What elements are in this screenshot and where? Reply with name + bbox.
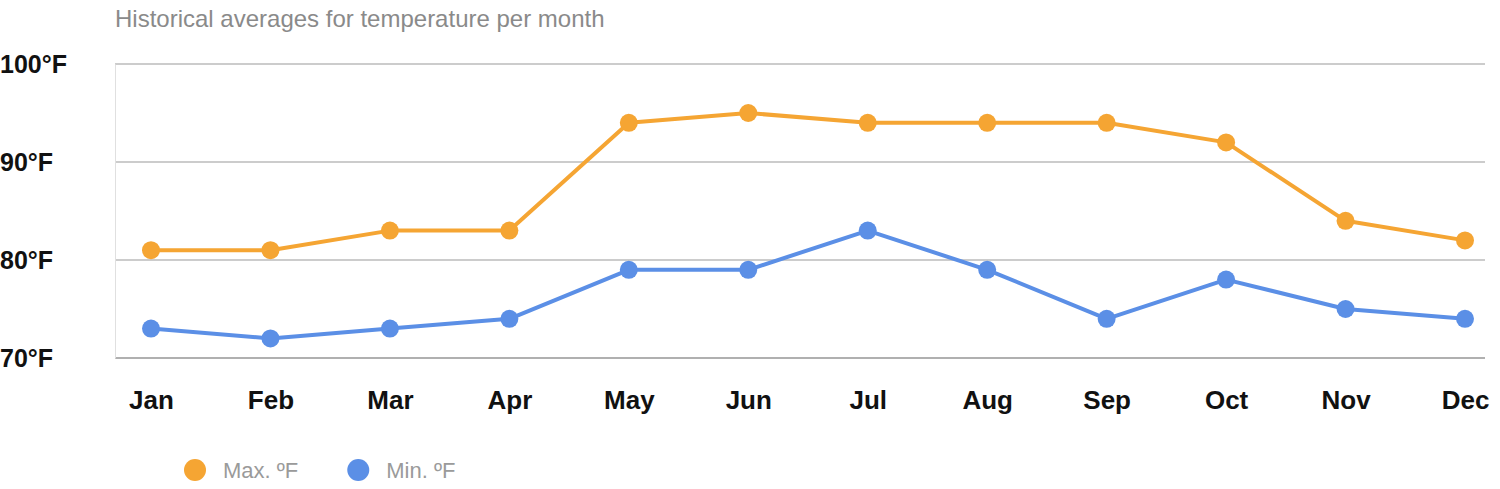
legend: Max. ºF Min. ºF xyxy=(184,458,455,483)
title: Historical averages for temperature per … xyxy=(115,5,605,32)
x-tick: Feb xyxy=(248,358,294,415)
series-point xyxy=(739,261,757,279)
series-point xyxy=(142,320,160,338)
x-tick: Dec xyxy=(1442,358,1490,415)
series-point xyxy=(1217,271,1235,289)
x-tick-label: Oct xyxy=(1205,385,1249,415)
y-tick-label: 70°F xyxy=(0,344,53,372)
x-tick: May xyxy=(604,358,655,415)
series-point xyxy=(739,104,757,122)
x-tick: Jun xyxy=(726,358,772,415)
x-tick-label: Feb xyxy=(248,385,294,415)
legend-label: Min. ºF xyxy=(386,458,455,483)
grid-line xyxy=(115,259,1485,261)
x-tick: Jan xyxy=(129,358,174,415)
x-tick: Apr xyxy=(487,358,532,415)
series-point xyxy=(261,241,279,259)
x-tick-label: Jul xyxy=(849,385,887,415)
legend-label: Max. ºF xyxy=(223,458,298,483)
x-tick-label: Jan xyxy=(129,385,174,415)
grid-line xyxy=(115,357,1485,359)
series-point xyxy=(1217,133,1235,151)
x-tick-label: Sep xyxy=(1083,385,1131,415)
legend-marker xyxy=(347,459,369,481)
x-tick-label: Jun xyxy=(726,385,772,415)
series-point xyxy=(500,222,518,240)
x-axis-line xyxy=(152,358,1466,359)
y-tick: 100°F xyxy=(0,50,115,78)
series-point xyxy=(1337,300,1355,318)
series-point xyxy=(500,310,518,328)
grid-line xyxy=(115,161,1485,163)
series-line xyxy=(151,113,1465,250)
series-point xyxy=(859,222,877,240)
series-point xyxy=(381,320,399,338)
series-point xyxy=(620,261,638,279)
x-tick-label: Mar xyxy=(367,385,413,415)
grid-line xyxy=(115,63,1485,65)
chart: Historical averages for temperature per … xyxy=(0,0,1500,489)
x-tick-label: Nov xyxy=(1321,385,1371,415)
x-tick-label: Aug xyxy=(962,385,1013,415)
y-axis: 70°F 80°F 90°F 100°F xyxy=(0,50,116,372)
x-tick-label: Apr xyxy=(487,385,532,415)
series-point xyxy=(978,114,996,132)
x-tick: Jul xyxy=(849,358,887,415)
series-point xyxy=(261,329,279,347)
x-tick: Nov xyxy=(1321,358,1371,415)
series-point xyxy=(1337,212,1355,230)
series-point xyxy=(1456,310,1474,328)
y-tick-label: 100°F xyxy=(0,50,67,78)
x-tick-label: Dec xyxy=(1442,385,1490,415)
y-tick: 90°F xyxy=(0,148,115,176)
series-point xyxy=(859,114,877,132)
series-point xyxy=(1098,114,1116,132)
y-axis-line xyxy=(115,65,116,359)
x-tick: Sep xyxy=(1083,358,1131,415)
series-point xyxy=(978,261,996,279)
plot-area xyxy=(142,104,1474,347)
grid xyxy=(115,64,1485,358)
series-point xyxy=(142,241,160,259)
series-point xyxy=(381,222,399,240)
y-tick: 70°F xyxy=(0,344,115,372)
series-point xyxy=(620,114,638,132)
x-tick: Oct xyxy=(1205,358,1249,415)
x-tick: Aug xyxy=(962,358,1013,415)
x-tick-label: May xyxy=(604,385,655,415)
series-point xyxy=(1098,310,1116,328)
x-axis: Jan Feb Mar Apr May Jun Jul Aug Sep Oct Nov Dec xyxy=(129,358,1489,415)
y-tick-label: 90°F xyxy=(0,148,53,176)
y-tick: 80°F xyxy=(0,246,115,274)
legend-marker xyxy=(184,459,206,481)
series-point xyxy=(1456,231,1474,249)
x-tick: Mar xyxy=(367,358,413,415)
series-line xyxy=(151,231,1465,339)
y-tick-label: 80°F xyxy=(0,246,53,274)
